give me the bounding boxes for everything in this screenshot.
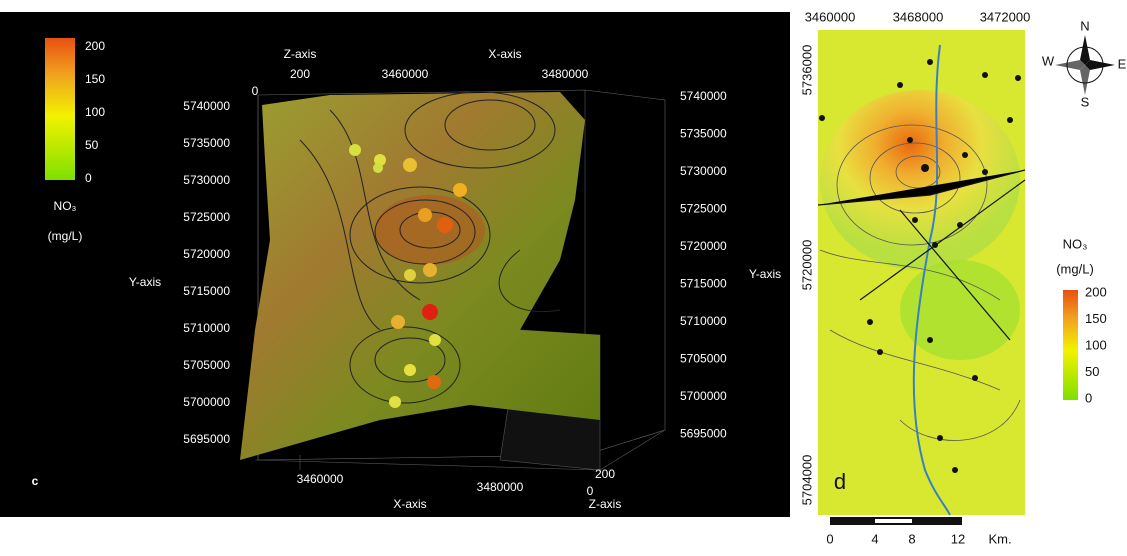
z-tick-label: 200: [595, 467, 615, 481]
scale-tick-label: 12: [951, 531, 965, 546]
x-tick-label: 3460000: [382, 67, 429, 81]
legend-tick-label: 150: [85, 72, 105, 86]
legend-tick-label: 200: [1085, 284, 1107, 299]
hotspot: [375, 195, 485, 265]
x-tick-label: 3472000: [980, 9, 1031, 24]
compass-s: S: [1081, 94, 1090, 109]
figure: NO₃ (mg/L) Z-axis X-axis Y-axis Y-axis X…: [0, 0, 1127, 551]
x-tick-label: 3480000: [542, 67, 589, 81]
legend-tick-label: 50: [85, 138, 99, 152]
compass: [1055, 35, 1115, 95]
y-tick-label: 5705000: [183, 358, 230, 372]
x-tick-label: 3480000: [477, 480, 524, 494]
legend-unit: (mg/L): [1056, 261, 1094, 276]
z-tick-label: 200: [290, 67, 310, 81]
axis-title: X-axis: [393, 497, 426, 511]
y-tick-label: 5695000: [680, 427, 727, 441]
axis-title: X-axis: [488, 47, 521, 61]
legend-unit: (mg/L): [48, 229, 83, 243]
panel-label: d: [834, 469, 846, 494]
scale-tick-label: 0: [826, 531, 833, 546]
legend-tick-label: 200: [85, 39, 105, 53]
surface: [240, 92, 600, 460]
y-tick-label: 5725000: [680, 202, 727, 216]
y-tick-label: 5720000: [799, 240, 814, 291]
y-tick-label: 5725000: [183, 210, 230, 224]
y-tick-label: 5720000: [183, 247, 230, 261]
compass-w: W: [1042, 53, 1055, 68]
y-tick-label: 5730000: [680, 164, 727, 178]
x-tick-label: 3468000: [893, 9, 944, 24]
scale-tick-label: 8: [908, 531, 915, 546]
y-tick-label: 5695000: [183, 432, 230, 446]
compass-n: N: [1080, 18, 1089, 33]
legend-tick-label: 0: [1085, 390, 1092, 405]
compass-e: E: [1118, 56, 1127, 71]
legend-tick-label: 150: [1085, 311, 1107, 326]
legend-tick-label: 50: [1085, 364, 1099, 379]
y-tick-label: 5700000: [680, 389, 727, 403]
axis-title: Y-axis: [129, 275, 161, 289]
scale-tick-label: 4: [871, 531, 878, 546]
z-tick-label: 0: [587, 484, 594, 498]
y-tick-label: 5710000: [183, 321, 230, 335]
y-tick-label: 5736000: [799, 45, 814, 96]
x-tick-label: 3460000: [297, 472, 344, 486]
y-tick-label: 5740000: [183, 99, 230, 113]
axis-title: Y-axis: [749, 267, 781, 281]
y-tick-label: 5715000: [183, 284, 230, 298]
legend-tick-label: 0: [85, 171, 92, 185]
legend-title: NO₃: [54, 199, 77, 213]
y-tick-label: 5700000: [183, 395, 230, 409]
y-tick-label: 5720000: [680, 239, 727, 253]
y-tick-label: 5740000: [680, 89, 727, 103]
y-tick-label: 5730000: [183, 173, 230, 187]
y-tick-label: 5704000: [799, 455, 814, 506]
colorbar: [45, 38, 75, 180]
y-tick-label: 5715000: [680, 277, 727, 291]
hotspot: [820, 90, 1020, 270]
scale-bar: [830, 517, 962, 525]
axis-title: Z-axis: [589, 497, 622, 511]
scale-unit: Km.: [988, 531, 1011, 546]
legend-title: NO₃: [1063, 236, 1088, 251]
legend-tick-label: 100: [1085, 337, 1107, 352]
y-tick-label: 5710000: [680, 314, 727, 328]
legend-tick-label: 100: [85, 105, 105, 119]
z-tick-label: 0: [252, 84, 259, 98]
axis-title: Z-axis: [284, 47, 317, 61]
y-tick-label: 5735000: [183, 136, 230, 150]
x-tick-label: 3460000: [805, 9, 856, 24]
colorbar: [1063, 290, 1078, 400]
y-tick-label: 5735000: [680, 127, 727, 141]
y-tick-label: 5705000: [680, 352, 727, 366]
panel-label: c: [32, 474, 39, 488]
